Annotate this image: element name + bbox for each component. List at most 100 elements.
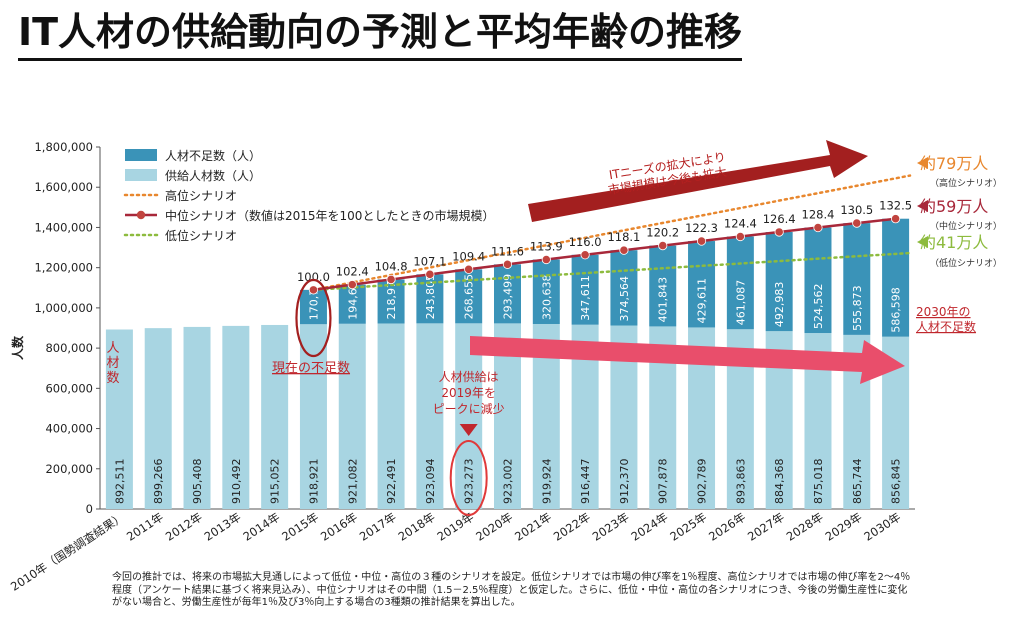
shortage-bar-label: 268,655 (463, 274, 476, 320)
shortage-bar (688, 241, 716, 328)
y-tick-label: 1,800,000 (34, 140, 93, 154)
x-tick-label: 2013年 (202, 510, 244, 544)
supply-bar-label: 884,368 (773, 459, 786, 505)
scenario-value-high: 約79万人 (920, 154, 988, 173)
shortage-bar-label: 320,638 (540, 274, 553, 320)
supply-bar (183, 326, 211, 509)
supply-bar-label: 893,863 (734, 459, 747, 505)
mid-scenario-point (813, 222, 823, 233)
supply-bar (377, 323, 405, 509)
supply-bar (261, 324, 289, 509)
x-tick-label: 2015年 (279, 510, 321, 544)
x-tick-label: 2016年 (318, 510, 360, 544)
supply-bar (416, 323, 444, 509)
legend-marker-mid (136, 210, 146, 220)
peak-label: 人材供給は (439, 370, 499, 384)
y-tick-label: 1,400,000 (34, 220, 93, 234)
x-tick-label: 2026年 (706, 510, 748, 544)
current-shortage-ellipse (295, 278, 332, 358)
x-tick-label: 2011年 (124, 510, 166, 544)
supply-bar-label: 905,408 (191, 459, 204, 505)
x-tick-label: 2014年 (240, 510, 282, 544)
y-tick-label: 0 (86, 502, 93, 516)
x-tick-label: 2028年 (784, 510, 826, 544)
market-index-label: 122.3 (685, 221, 718, 235)
scenario-sub-low: （低位シナリオ） (930, 257, 1002, 269)
shortage-bar (882, 218, 910, 337)
supply-bar (222, 325, 250, 509)
page-title: IT人材の供給動向の予測と平均年齢の推移 (18, 8, 743, 61)
y-tick-label: 400,000 (45, 422, 93, 436)
supply-bar-label: 919,924 (540, 459, 553, 505)
shortage-bar (494, 264, 521, 324)
market-index-label: 109.4 (452, 249, 485, 263)
scenario-value-mid: 約59万人 (920, 197, 988, 216)
shortage-bar (765, 231, 793, 332)
market-index-label: 132.5 (879, 199, 912, 213)
current-shortage-label: 現在の不足数 (272, 361, 350, 376)
peak-ellipse (449, 440, 488, 516)
supply-vertical-label: 材 (106, 356, 119, 371)
mid-scenario-point (580, 250, 590, 260)
supply-bar-label: 856,845 (890, 459, 903, 505)
x-tick-label: 2020年 (473, 510, 515, 544)
x-tick-label: 2012年 (163, 510, 205, 544)
shortage-bar-label: 429,611 (696, 278, 709, 324)
supply-bar-label: 916,447 (579, 459, 592, 505)
y-tick-label: 1,600,000 (34, 180, 93, 194)
legend-label-shortage: 人材不足数（人） (165, 148, 261, 163)
legend-label-low: 低位シナリオ (165, 228, 237, 243)
y-tick-label: 200,000 (45, 462, 93, 476)
shortage-bar-label: 401,843 (657, 277, 670, 323)
y-tick-label: 800,000 (45, 341, 93, 355)
market-index-label: 113.9 (530, 240, 563, 254)
x-tick-label: 2018年 (396, 510, 438, 544)
y-tick-label: 1,200,000 (34, 261, 93, 275)
supply-bar-label: 918,921 (307, 459, 320, 505)
supply-bar-label: 923,273 (463, 459, 476, 505)
supply-bar (338, 323, 366, 509)
supply-bar-label: 907,878 (657, 459, 670, 505)
y-tick-label: 600,000 (45, 381, 93, 395)
x-tick-label: 2027年 (745, 510, 787, 544)
market-index-label: 130.5 (840, 203, 873, 217)
y-tick-label: 1,000,000 (34, 301, 93, 315)
mid-scenario-point (541, 254, 551, 265)
market-index-label: 100.0 (297, 270, 330, 284)
mid-scenario-point (619, 245, 629, 255)
peak-label: ピークに減少 (433, 401, 505, 416)
shortage-bar (299, 289, 327, 325)
supply-bar-label: 912,370 (618, 459, 631, 505)
legend-label-mid: 中位シナリオ（数値は2015年を100としたときの市場規模） (165, 208, 494, 223)
supply-bar (144, 328, 172, 509)
shortage-bar-label: 243,805 (424, 274, 437, 320)
market-index-label: 128.4 (802, 208, 835, 222)
market-index-label: 120.2 (646, 226, 679, 240)
shortage-bar-label: 293,499 (502, 274, 515, 320)
market-index-label: 116.0 (569, 235, 602, 249)
x-tick-label: 2025年 (667, 510, 709, 544)
supply-bar-label: 923,094 (424, 459, 437, 505)
shortage-bar (532, 259, 560, 324)
mid-scenario-point (696, 236, 707, 246)
mid-scenario-point (425, 269, 435, 279)
low-scenario-line (312, 251, 912, 292)
shortage-bar (649, 245, 677, 327)
supply-bar-label: 902,789 (696, 459, 709, 505)
end-marker-high (917, 157, 928, 169)
scenario-sub-mid: （中位シナリオ） (930, 220, 1002, 232)
shortage-bar-label: 347,611 (579, 275, 592, 321)
market-index-label: 126.4 (763, 212, 796, 226)
mid-scenario-line (313, 217, 896, 292)
shortage2030-label-1: 2030年の (916, 305, 971, 319)
x-tick-label: 2017年 (357, 510, 399, 544)
x-tick-label: 2024年 (629, 510, 671, 544)
mid-scenario-point (308, 285, 319, 295)
market-index-label: 124.4 (724, 217, 757, 231)
supply-bar-label: 915,052 (269, 459, 282, 505)
x-tick-label: 2021年 (512, 510, 554, 544)
end-marker-mid (917, 200, 928, 212)
mid-scenario-point (386, 274, 396, 285)
shortage-bar (843, 223, 871, 335)
